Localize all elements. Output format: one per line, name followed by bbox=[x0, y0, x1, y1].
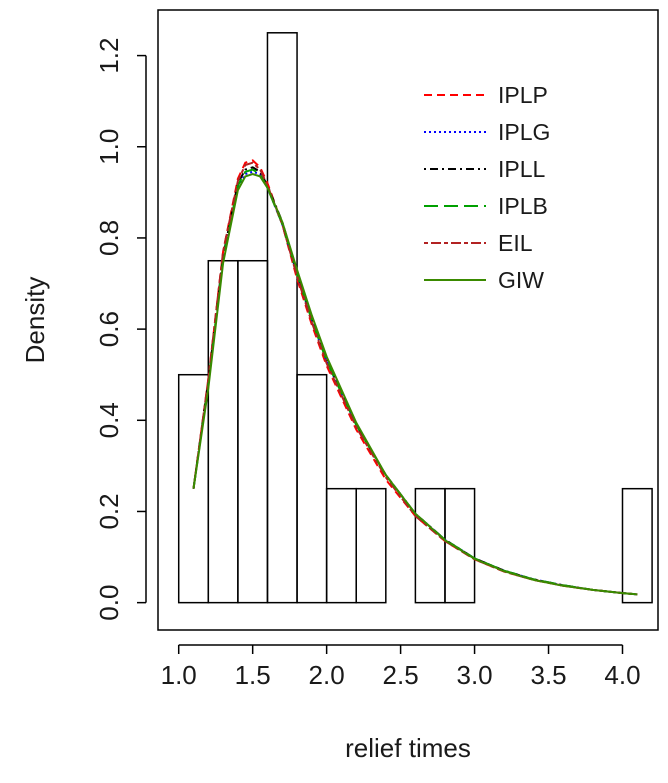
density-curves-layer bbox=[192, 159, 638, 596]
y-tick-label: 0.6 bbox=[94, 311, 124, 347]
histogram-bar bbox=[325, 487, 357, 604]
y-axis-title: Density bbox=[20, 277, 50, 364]
histogram-bar bbox=[207, 259, 239, 604]
legend-label-iplb: IPLB bbox=[498, 193, 548, 219]
y-tick-label: 1.0 bbox=[94, 129, 124, 165]
x-axis-title: relief times bbox=[345, 733, 471, 763]
y-tick-label: 0.4 bbox=[94, 402, 124, 438]
legend: IPLP IPLG IPLL IPLB EIL GIW bbox=[424, 82, 550, 293]
x-tick-label: 4.0 bbox=[604, 660, 640, 690]
legend-label-giw: GIW bbox=[498, 267, 544, 293]
x-tick-label: 1.5 bbox=[235, 660, 271, 690]
density-curve-ipll bbox=[192, 166, 638, 596]
density-curve-giw bbox=[192, 173, 638, 596]
x-tick-label: 2.5 bbox=[383, 660, 419, 690]
histogram-bar bbox=[296, 373, 328, 604]
x-tick-label: 1.0 bbox=[161, 660, 197, 690]
plot-frame bbox=[157, 9, 659, 631]
y-axis: 0.0 0.2 0.4 0.6 0.8 1.0 1.2 bbox=[94, 38, 147, 621]
x-tick-label: 2.0 bbox=[309, 660, 345, 690]
y-tick-label: 0.8 bbox=[94, 220, 124, 256]
histogram-bar bbox=[237, 259, 269, 604]
legend-label-eil: EIL bbox=[498, 230, 533, 256]
histogram-bar bbox=[444, 487, 476, 604]
density-curve-iplp bbox=[192, 159, 638, 596]
histogram-bar bbox=[414, 487, 446, 604]
x-tick-label: 3.0 bbox=[456, 660, 492, 690]
x-axis: 1.0 1.5 2.0 2.5 3.0 3.5 4.0 bbox=[161, 644, 641, 690]
histogram-bar bbox=[266, 32, 298, 604]
histogram-bar bbox=[621, 487, 653, 604]
legend-label-ipll: IPLL bbox=[498, 156, 546, 182]
y-tick-label: 0.0 bbox=[94, 585, 124, 621]
legend-label-iplg: IPLG bbox=[498, 119, 550, 145]
legend-label-iplp: IPLP bbox=[498, 82, 548, 108]
y-tick-label: 0.2 bbox=[94, 493, 124, 529]
histogram-bar bbox=[355, 487, 387, 604]
y-tick-label: 1.2 bbox=[94, 38, 124, 74]
x-tick-label: 3.5 bbox=[530, 660, 566, 690]
